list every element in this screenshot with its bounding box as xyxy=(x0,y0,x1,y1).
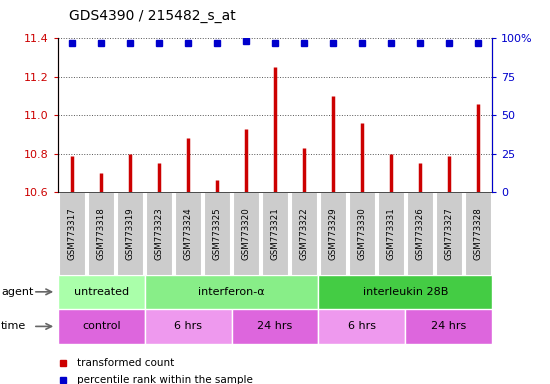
Text: GSM773322: GSM773322 xyxy=(299,207,309,260)
Bar xyxy=(58,309,145,344)
Text: percentile rank within the sample: percentile rank within the sample xyxy=(77,375,253,384)
Text: GSM773330: GSM773330 xyxy=(358,207,366,260)
Text: GSM773326: GSM773326 xyxy=(415,207,425,260)
Bar xyxy=(318,275,492,309)
Text: GSM773328: GSM773328 xyxy=(473,207,482,260)
Bar xyxy=(378,192,404,275)
Text: 24 hrs: 24 hrs xyxy=(257,321,293,331)
Text: untreated: untreated xyxy=(74,287,129,297)
Bar xyxy=(262,192,288,275)
Text: GSM773319: GSM773319 xyxy=(125,207,135,260)
Bar xyxy=(146,192,172,275)
Text: GSM773320: GSM773320 xyxy=(241,207,251,260)
Text: GSM773331: GSM773331 xyxy=(386,207,395,260)
Text: control: control xyxy=(82,321,120,331)
Bar xyxy=(405,309,492,344)
Bar xyxy=(407,192,433,275)
Bar xyxy=(145,275,318,309)
Text: GSM773323: GSM773323 xyxy=(155,207,164,260)
Bar xyxy=(232,309,318,344)
Text: GSM773325: GSM773325 xyxy=(212,207,222,260)
Bar xyxy=(58,275,145,309)
Text: GSM773327: GSM773327 xyxy=(444,207,453,260)
Text: agent: agent xyxy=(1,287,34,297)
Bar xyxy=(59,192,85,275)
Text: GSM773318: GSM773318 xyxy=(97,207,106,260)
Bar xyxy=(318,309,405,344)
Bar xyxy=(204,192,230,275)
Text: 6 hrs: 6 hrs xyxy=(348,321,376,331)
Bar xyxy=(465,192,491,275)
Text: interleukin 28B: interleukin 28B xyxy=(362,287,448,297)
Bar xyxy=(291,192,317,275)
Text: GSM773324: GSM773324 xyxy=(184,207,192,260)
Bar xyxy=(436,192,461,275)
Bar xyxy=(117,192,143,275)
Bar xyxy=(175,192,201,275)
Text: time: time xyxy=(1,321,26,331)
Bar xyxy=(89,192,114,275)
Text: GSM773321: GSM773321 xyxy=(271,207,279,260)
Text: GSM773317: GSM773317 xyxy=(68,207,77,260)
Bar xyxy=(145,309,232,344)
Text: GSM773329: GSM773329 xyxy=(328,207,338,260)
Text: interferon-α: interferon-α xyxy=(198,287,265,297)
Text: GDS4390 / 215482_s_at: GDS4390 / 215482_s_at xyxy=(69,9,235,23)
Text: transformed count: transformed count xyxy=(77,358,174,368)
Bar xyxy=(320,192,346,275)
Bar xyxy=(349,192,375,275)
Text: 6 hrs: 6 hrs xyxy=(174,321,202,331)
Bar xyxy=(233,192,259,275)
Text: 24 hrs: 24 hrs xyxy=(431,321,466,331)
